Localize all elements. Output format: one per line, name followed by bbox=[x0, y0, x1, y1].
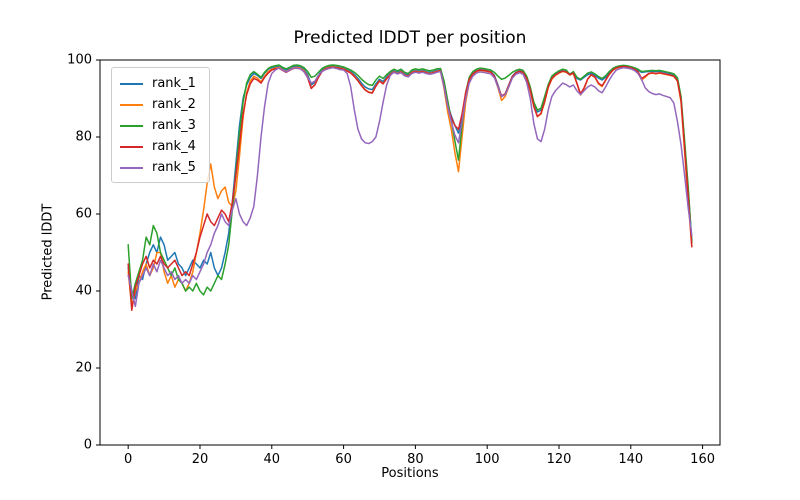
x-tick-label: 160 bbox=[690, 452, 715, 467]
axes-spines bbox=[99, 59, 721, 446]
legend-label: rank_2 bbox=[152, 97, 196, 112]
legend-label: rank_4 bbox=[152, 139, 196, 154]
rank-2-line-swatch bbox=[120, 103, 143, 106]
x-tick-label: 40 bbox=[264, 452, 281, 467]
y-tick-label: 20 bbox=[75, 361, 92, 376]
legend-item-rank-5: rank_5 bbox=[112, 157, 209, 178]
series-line-rank_4 bbox=[127, 65, 693, 311]
series-line-rank_5 bbox=[127, 66, 693, 308]
y-tick-label: 40 bbox=[75, 284, 92, 299]
x-tick-label: 120 bbox=[547, 452, 572, 467]
legend-label: rank_3 bbox=[152, 118, 196, 133]
x-tick-label: 20 bbox=[192, 452, 209, 467]
y-tick-label: 80 bbox=[75, 130, 92, 145]
series-line-rank_3 bbox=[127, 64, 693, 300]
y-tick-label: 60 bbox=[75, 207, 92, 222]
legend-label: rank_1 bbox=[152, 76, 196, 91]
rank-1-line-swatch bbox=[120, 82, 143, 85]
x-tick-label: 60 bbox=[335, 452, 352, 467]
y-tick-label: 0 bbox=[84, 438, 92, 453]
legend-item-rank-2: rank_2 bbox=[112, 94, 209, 115]
x-tick-label: 0 bbox=[124, 452, 132, 467]
legend-item-rank-1: rank_1 bbox=[112, 73, 209, 94]
legend-item-rank-3: rank_3 bbox=[112, 115, 209, 136]
x-tick-label: 100 bbox=[475, 452, 500, 467]
legend-item-rank-4: rank_4 bbox=[112, 136, 209, 157]
rank-3-line-swatch bbox=[120, 124, 143, 127]
rank-4-line-swatch bbox=[120, 145, 143, 148]
series-line-rank_1 bbox=[127, 65, 693, 300]
x-tick-label: 140 bbox=[618, 452, 643, 467]
y-tick-label: 100 bbox=[67, 53, 92, 68]
x-tick-label: 80 bbox=[407, 452, 424, 467]
legend-label: rank_5 bbox=[152, 160, 196, 175]
chart-title: Predicted lDDT per position bbox=[293, 28, 527, 48]
y-axis-label: Predicted lDDT bbox=[40, 203, 56, 301]
legend: rank_1 rank_2 rank_3 rank_4 rank_5 bbox=[111, 67, 210, 183]
x-axis-label: Positions bbox=[381, 466, 439, 481]
series-line-rank_2 bbox=[127, 66, 693, 308]
rank-5-line-swatch bbox=[120, 166, 143, 169]
